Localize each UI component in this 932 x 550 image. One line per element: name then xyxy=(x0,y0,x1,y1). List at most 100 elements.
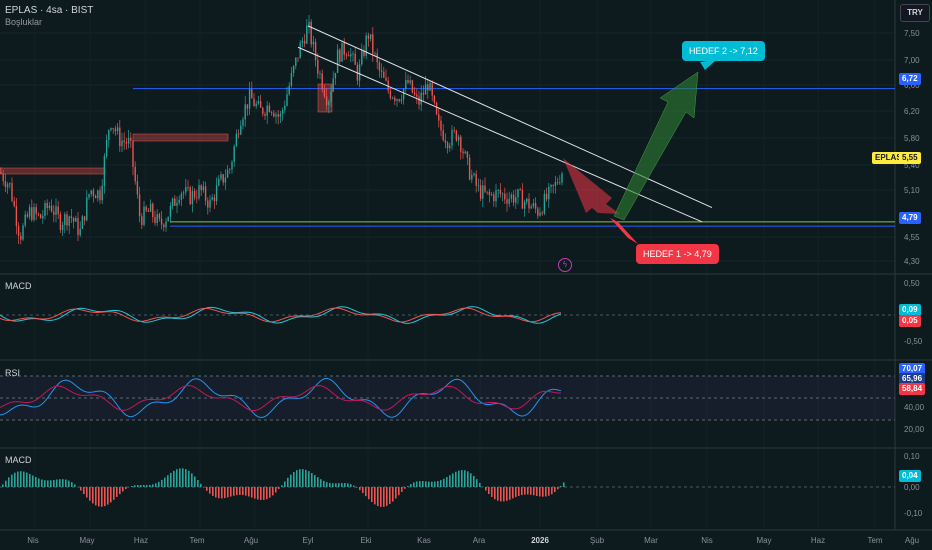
histogram-bar xyxy=(503,487,505,502)
candle-body xyxy=(482,185,484,199)
candle-body xyxy=(455,130,458,141)
candle-body xyxy=(242,119,244,126)
histogram-bar xyxy=(98,487,100,507)
histogram-bar xyxy=(116,487,118,497)
histogram-bar xyxy=(155,483,157,487)
candle-body xyxy=(486,191,488,193)
indicator-label[interactable]: Boşluklar xyxy=(5,17,43,27)
histogram-bar xyxy=(527,487,529,495)
candle-body xyxy=(431,82,433,96)
candle-body xyxy=(233,146,235,162)
histogram-bar xyxy=(260,487,262,500)
histogram-bar xyxy=(422,481,424,487)
histogram-bar xyxy=(59,479,61,487)
candle-body xyxy=(512,194,515,203)
candle-body xyxy=(380,70,383,72)
candle-body xyxy=(86,197,88,221)
macd-histogram xyxy=(0,468,895,507)
candle-body xyxy=(15,206,18,227)
candle-body xyxy=(484,185,486,192)
histogram-bar xyxy=(353,485,355,487)
candle-body xyxy=(543,193,546,214)
candle-body xyxy=(17,226,20,236)
histogram-bar xyxy=(23,471,25,487)
candle-body xyxy=(345,54,348,56)
candle-body xyxy=(31,207,33,220)
rsi-ma-badge: 58,84 xyxy=(899,383,926,395)
macd-lines xyxy=(0,306,895,324)
candle-body xyxy=(427,84,429,91)
candle-body xyxy=(149,203,152,212)
candle-body xyxy=(488,191,491,195)
histogram-bar xyxy=(140,484,142,487)
histogram-bar xyxy=(197,480,199,487)
candle-body xyxy=(90,190,92,195)
histogram-bar xyxy=(62,479,64,487)
histogram-bar xyxy=(242,487,244,496)
candle-body xyxy=(50,205,53,212)
histogram-bar xyxy=(446,477,448,487)
rsi-lines xyxy=(0,375,895,421)
candle-body xyxy=(103,156,106,186)
candle-body xyxy=(0,171,2,174)
histogram-bar xyxy=(143,485,145,487)
candle-body xyxy=(343,42,345,55)
candle-body xyxy=(548,186,550,200)
candle-body xyxy=(374,53,376,55)
histogram-bar xyxy=(209,487,211,494)
candle-body xyxy=(231,161,233,170)
histogram-bar xyxy=(467,471,469,487)
candle-body xyxy=(37,213,40,215)
candle-body xyxy=(277,114,279,117)
histogram-bar xyxy=(17,471,19,487)
candle-body xyxy=(332,78,334,92)
candle-body xyxy=(229,169,231,171)
histogram-bar xyxy=(56,479,58,487)
histogram-bar xyxy=(536,487,538,496)
candle-body xyxy=(301,40,304,43)
histogram-bar xyxy=(20,471,22,487)
time-tick: Şub xyxy=(589,536,605,545)
histogram-bar xyxy=(221,487,223,499)
histogram-bar xyxy=(101,487,103,507)
histogram-bar xyxy=(302,469,304,487)
candle-body xyxy=(387,80,389,91)
candle-body xyxy=(273,112,275,117)
histogram-bar xyxy=(137,484,139,487)
histogram-bar xyxy=(191,473,193,487)
candle-body xyxy=(477,185,480,187)
histogram-bar xyxy=(122,487,124,492)
histogram-bar xyxy=(92,487,94,504)
histogram-bar xyxy=(305,469,307,487)
candle-body xyxy=(22,225,24,240)
candle-body xyxy=(237,133,240,135)
target1-callout[interactable]: HEDEF 1 -> 4,79 xyxy=(636,244,719,264)
candle-body xyxy=(499,189,502,195)
level-high-badge: 6,72 xyxy=(899,73,921,85)
candle-body xyxy=(222,174,224,183)
candle-body xyxy=(119,127,121,147)
candle-body xyxy=(559,182,561,184)
histogram-bar xyxy=(548,487,550,496)
histogram-bar xyxy=(215,487,217,498)
currency-button[interactable]: TRY xyxy=(900,4,930,22)
target2-callout[interactable]: HEDEF 2 -> 7,12 xyxy=(682,41,765,61)
candle-body xyxy=(169,205,172,217)
candle-body xyxy=(468,157,471,180)
gap-zone xyxy=(0,167,106,175)
symbol-title[interactable]: EPLAS · 4sa · BIST xyxy=(5,5,94,16)
candle-body xyxy=(94,195,97,199)
candle-body xyxy=(198,185,200,199)
histogram-bar xyxy=(386,487,388,506)
candle-body xyxy=(295,57,297,66)
price-tick: 5,10 xyxy=(904,186,920,195)
histogram-bar xyxy=(407,486,409,487)
candle-body xyxy=(365,35,367,56)
histogram-bar xyxy=(149,484,151,487)
lightning-icon[interactable]: ϟ xyxy=(558,258,572,272)
macd-line xyxy=(0,306,562,324)
histogram-bar xyxy=(461,470,463,487)
rsi-pane-title: RSI xyxy=(5,368,21,378)
candle-body xyxy=(79,228,81,236)
